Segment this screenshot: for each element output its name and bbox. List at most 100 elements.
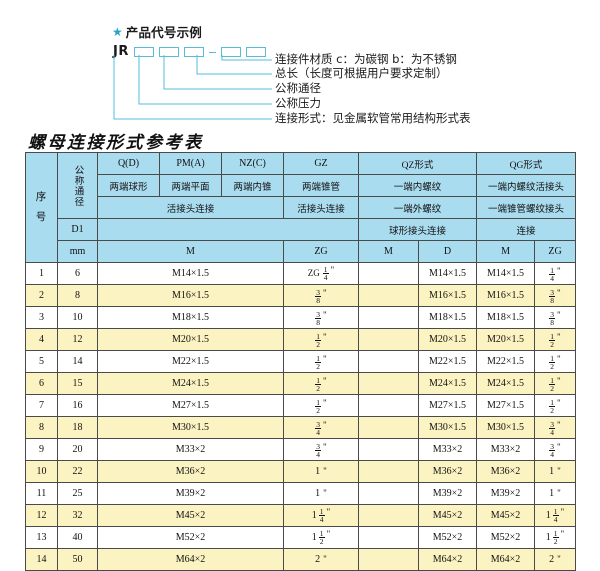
table-row: 13 40 M52×2 1 1 2 " M52×2 M52×2 1 1 2 "	[25, 526, 577, 549]
header-row-codes: 序 号 公称通径 Q(D) PM(A) NZ(C) GZ QZ形式 QG形式	[25, 152, 577, 263]
product-code-heading: ★ 产品代号示例	[112, 22, 202, 41]
cell-d1: 20	[57, 438, 98, 461]
header-row-symbols: mm M ZG M D M ZG	[26, 240, 577, 263]
header-endform-qd: 两端球形	[97, 174, 160, 197]
cell-m-qz	[358, 438, 419, 461]
callout-material: 连接件材质 c：为碳钢 b：为不锈钢	[275, 52, 457, 66]
cell-seq: 1	[25, 262, 58, 285]
header-unit-mm: mm	[57, 240, 98, 263]
cell-seq: 8	[25, 416, 58, 439]
cell-d-qz: M27×1.5	[417, 394, 478, 417]
cell-d1: 14	[57, 350, 98, 373]
code-box-2	[158, 46, 179, 57]
code-box-1	[133, 46, 154, 57]
cell-m-group1: M24×1.5	[97, 372, 284, 395]
cell-m-qz	[358, 416, 419, 439]
spec-table-container: 序 号 公称通径 Q(D) PM(A) NZ(C) GZ QZ形式 QG形式 两…	[25, 152, 577, 571]
header-connection-qz: 一端外螺纹	[357, 196, 478, 219]
cell-zg-qg: 3 4 "	[534, 438, 577, 461]
cell-seq: 6	[25, 372, 58, 395]
cell-zg-gz: 1 2 "	[283, 350, 359, 373]
cell-zg-gz: 1 1 2 "	[283, 526, 359, 549]
nut-connection-table: 序 号 公称通径 Q(D) PM(A) NZ(C) GZ QZ形式 QG形式 两…	[25, 152, 577, 571]
product-code-string: JR	[113, 44, 271, 59]
cell-zg-gz: 1 "	[283, 482, 359, 505]
cell-zg-gz: 1 1 4 "	[283, 504, 359, 527]
cell-zg-qg: 3 4 "	[534, 416, 577, 439]
cell-m-qg: M39×2	[476, 482, 536, 505]
header-row-d1: D1 球形接头连接 连接	[26, 218, 577, 241]
header-endform-qz: 一端内螺纹	[357, 174, 478, 197]
cell-zg-qg: 1 2 "	[534, 372, 577, 395]
cell-zg-gz: 1 "	[283, 460, 359, 483]
cell-seq: 10	[25, 460, 58, 483]
header-endform-nzc: 两端内锥	[221, 174, 284, 197]
header-symbol-m-group1: M	[97, 240, 284, 263]
header-symbol-m-qz: M	[358, 240, 419, 263]
cell-m-qz	[358, 262, 419, 285]
cell-d-qz: M22×1.5	[417, 350, 478, 373]
table-row: 7 16 M27×1.5 1 2 " M27×1.5 M27×1.5 1 2 "	[25, 394, 577, 417]
cell-m-group1: M64×2	[97, 548, 284, 571]
cell-zg-gz: 3 4 "	[283, 438, 359, 461]
cell-d1: 6	[57, 262, 98, 285]
cell-m-group1: M39×2	[97, 482, 284, 505]
header-endform-qg: 一端内螺纹活接头	[476, 174, 577, 197]
header-symbol-m-qg: M	[476, 240, 536, 263]
cell-zg-gz: 1 2 "	[283, 372, 359, 395]
table-row: 9 20 M33×2 3 4 " M33×2 M33×2 3 4 "	[25, 438, 577, 461]
cell-d1: 12	[57, 328, 98, 351]
cell-m-qz	[358, 306, 419, 329]
cell-m-qg: M27×1.5	[476, 394, 536, 417]
header-d1: D1	[57, 218, 98, 241]
table-row: 14 50 M64×2 2 " M64×2 M64×2 2 "	[25, 548, 577, 571]
cell-m-qz	[358, 328, 419, 351]
cell-m-group1: M30×1.5	[97, 416, 284, 439]
cell-zg-qg: 3 8 "	[534, 284, 577, 307]
header-code-nzc: NZ(C)	[221, 152, 284, 175]
cell-m-qz	[358, 284, 419, 307]
cell-zg-qg: 1 1 4 "	[534, 504, 577, 527]
cell-d1: 32	[57, 504, 98, 527]
table-row: 4 12 M20×1.5 1 2 " M20×1.5 M20×1.5 1 2 "	[25, 328, 577, 351]
cell-m-qg: M52×2	[476, 526, 536, 549]
cell-d1: 50	[57, 548, 98, 571]
header-d1-qz: 球形接头连接	[357, 218, 478, 241]
cell-m-qz	[358, 526, 419, 549]
header-d1-blank	[97, 218, 359, 241]
cell-zg-qg: 2 "	[534, 548, 577, 571]
cell-m-qz	[358, 482, 419, 505]
code-box-5	[245, 46, 266, 57]
cell-m-group1: M52×2	[97, 526, 284, 549]
table-row: 8 18 M30×1.5 3 4 " M30×1.5 M30×1.5 3 4 "	[25, 416, 577, 439]
cell-seq: 5	[25, 350, 58, 373]
cell-seq: 13	[25, 526, 58, 549]
product-code-prefix: JR	[113, 44, 129, 59]
table-row: 12 32 M45×2 1 1 4 " M45×2 M45×2 1 1 4 "	[25, 504, 577, 527]
cell-seq: 11	[25, 482, 58, 505]
callout-nominal-pressure: 公称压力	[275, 96, 321, 110]
cell-zg-qg: 3 8 "	[534, 306, 577, 329]
cell-zg-qg: 1 2 "	[534, 394, 577, 417]
cell-m-qz	[358, 460, 419, 483]
header-endform-pma: 两端平面	[159, 174, 222, 197]
cell-zg-qg: 1 4 "	[534, 262, 577, 285]
cell-m-group1: M36×2	[97, 460, 284, 483]
cell-m-group1: M45×2	[97, 504, 284, 527]
cell-m-qz	[358, 394, 419, 417]
cell-m-qg: M18×1.5	[476, 306, 536, 329]
cell-m-qg: M16×1.5	[476, 284, 536, 307]
cell-m-group1: M27×1.5	[97, 394, 284, 417]
table-row: 10 22 M36×2 1 " M36×2 M36×2 1 "	[25, 460, 577, 483]
cell-d-qz: M39×2	[417, 482, 478, 505]
cell-seq: 14	[25, 548, 58, 571]
cell-m-qg: M64×2	[476, 548, 536, 571]
table-row: 1 6 M14×1.5 ZG 1 4 " M14×1.5 M14×1.5 1 4 "	[25, 262, 577, 285]
cell-d-qz: M52×2	[417, 526, 478, 549]
cell-zg-qg: 1 2 "	[534, 350, 577, 373]
cell-d-qz: M18×1.5	[417, 306, 478, 329]
product-code-heading-label: 产品代号示例	[125, 25, 202, 40]
header-code-pma: PM(A)	[159, 152, 222, 175]
callout-leader-lines	[113, 55, 272, 120]
cell-m-qz	[358, 350, 419, 373]
